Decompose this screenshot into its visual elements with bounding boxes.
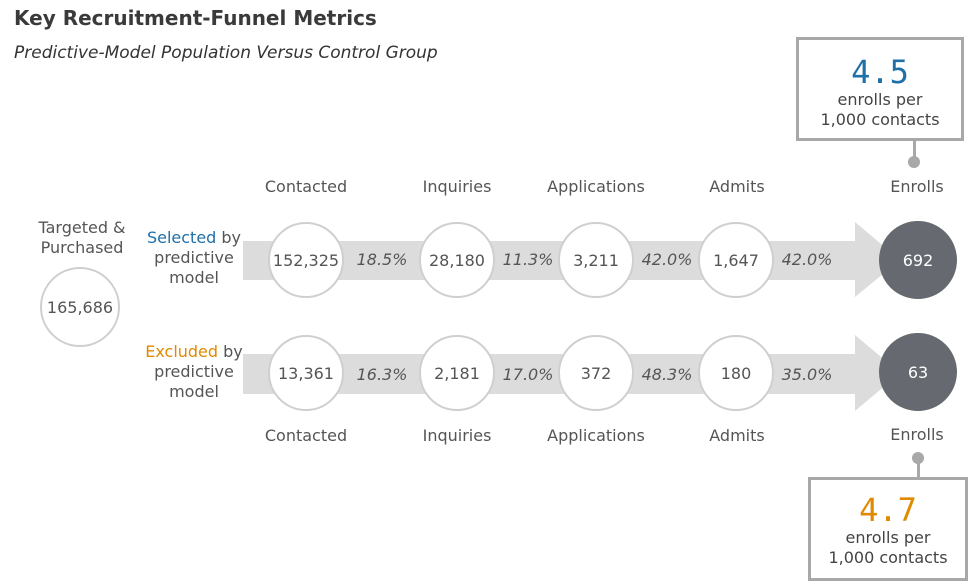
selected-highlight: Selected xyxy=(146,228,217,247)
selected-applications-circle: 3,211 xyxy=(558,222,634,298)
excluded-callout-stem xyxy=(917,458,920,478)
targeted-circle: 165,686 xyxy=(40,267,120,347)
selected-callout-line2: 1,000 contacts xyxy=(820,110,940,129)
stage-label-admits-bottom: Admits xyxy=(709,426,765,445)
excluded-label-model: model xyxy=(169,382,219,401)
stage-label-admits-top: Admits xyxy=(709,177,765,196)
chart-title: Key Recruitment-Funnel Metrics xyxy=(14,6,377,30)
excluded-callout-line2: 1,000 contacts xyxy=(828,548,948,567)
stage-label-enrolls-bottom: Enrolls xyxy=(890,425,944,444)
excluded-callout-value: 4.7 xyxy=(859,491,917,529)
stage-label-enrolls-top: Enrolls xyxy=(890,177,944,196)
excluded-highlight: Excluded xyxy=(145,342,219,361)
selected-row-label: Selected by predictive model xyxy=(136,228,252,288)
selected-label-predictive: predictive xyxy=(154,248,234,267)
targeted-label-line1: Targeted & xyxy=(38,218,126,237)
selected-admits-circle: 1,647 xyxy=(698,222,774,298)
excluded-label-predictive: predictive xyxy=(154,362,234,381)
excluded-callout-line1: enrolls per xyxy=(845,528,931,547)
chart-subtitle: Predictive-Model Population Versus Contr… xyxy=(14,43,438,63)
selected-rate-3: 42.0% xyxy=(641,250,693,269)
stage-label-applications-top: Applications xyxy=(547,177,645,196)
targeted-label-line2: Purchased xyxy=(40,238,124,257)
stage-label-contacted-bottom: Contacted xyxy=(264,426,348,445)
excluded-applications-circle: 372 xyxy=(558,335,634,411)
excluded-rate-1: 16.3% xyxy=(356,365,408,384)
excluded-rate-2: 17.0% xyxy=(502,365,554,384)
stage-label-inquiries-bottom: Inquiries xyxy=(422,426,492,445)
excluded-inquiries-circle: 2,181 xyxy=(419,335,495,411)
excluded-row-label: Excluded by predictive model xyxy=(136,342,252,402)
excluded-rate-3: 48.3% xyxy=(641,365,693,384)
selected-callout-dot xyxy=(908,156,920,168)
selected-rate-2: 11.3% xyxy=(502,250,554,269)
excluded-admits-circle: 180 xyxy=(698,335,774,411)
selected-callout: 4.5 enrolls per 1,000 contacts xyxy=(796,37,964,141)
selected-inquiries-circle: 28,180 xyxy=(419,222,495,298)
selected-callout-line1: enrolls per xyxy=(837,90,923,109)
excluded-callout: 4.7 enrolls per 1,000 contacts xyxy=(808,477,968,581)
excluded-contacted-circle: 13,361 xyxy=(268,335,344,411)
selected-contacted-circle: 152,325 xyxy=(268,222,344,298)
stage-label-inquiries-top: Inquiries xyxy=(422,177,492,196)
selected-label-by: by xyxy=(216,228,242,247)
excluded-rate-4: 35.0% xyxy=(781,365,833,384)
stage-label-contacted-top: Contacted xyxy=(264,177,348,196)
selected-rate-1: 18.5% xyxy=(356,250,408,269)
selected-label-model: model xyxy=(169,268,219,287)
stage-label-applications-bottom: Applications xyxy=(547,426,645,445)
excluded-label-by: by xyxy=(218,342,243,361)
selected-rate-4: 42.0% xyxy=(781,250,833,269)
selected-enrolls-circle: 692 xyxy=(879,221,957,299)
targeted-label: Targeted & Purchased xyxy=(22,218,142,258)
selected-callout-stem xyxy=(913,141,916,161)
selected-callout-value: 4.5 xyxy=(851,53,909,91)
excluded-enrolls-circle: 63 xyxy=(879,333,957,411)
excluded-callout-dot xyxy=(912,452,924,464)
